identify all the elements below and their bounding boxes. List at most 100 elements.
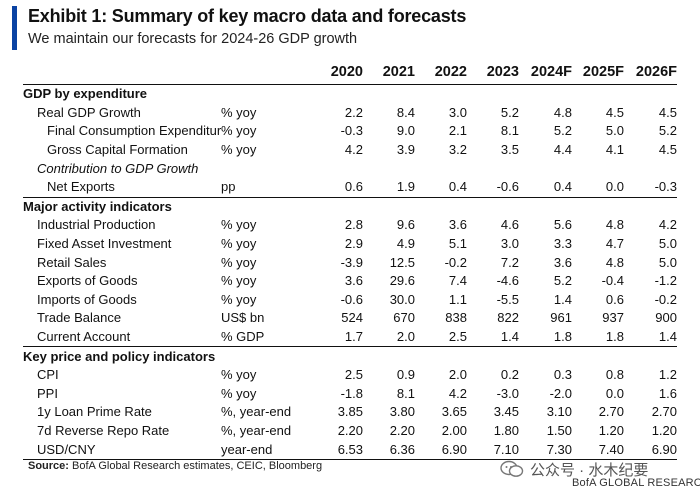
col-header: 2026F: [624, 62, 677, 85]
data-cell: 1.4: [553, 291, 572, 307]
data-cell: -1.8: [340, 385, 363, 401]
data-cell: 7.4: [448, 273, 467, 289]
table-row: Exports of Goods % yoy 3.6 29.6 7.4 -4.6 5.2 -0…: [23, 272, 677, 291]
row-unit: % yoy: [221, 385, 257, 401]
row-unit: % yoy: [221, 273, 257, 289]
data-cell: 8.4: [396, 104, 415, 120]
row-unit: %, year-end: [221, 404, 292, 420]
data-cell: 1.4: [658, 329, 677, 345]
row-unit: % yoy: [221, 142, 257, 158]
data-cell: 524: [341, 310, 363, 326]
data-cell: 4.9: [396, 236, 415, 252]
data-cell: 0.8: [605, 367, 624, 383]
exhibit-title: Exhibit 1: Summary of key macro data and…: [28, 6, 467, 26]
section-header-row: Key price and policy indicators: [23, 346, 677, 366]
data-cell: 1.50: [546, 422, 572, 438]
table-row: Industrial Production % yoy 2.8 9.6 3.6 4.6 5.…: [23, 216, 677, 235]
table-row: Contribution to GDP Growth: [23, 159, 677, 178]
data-cell: 3.0: [448, 104, 467, 120]
data-cell: [624, 159, 677, 178]
data-cell: 2.5: [448, 329, 467, 345]
row-label: Trade Balance: [37, 310, 122, 326]
data-cell: -0.6: [340, 291, 363, 307]
data-cell: [313, 159, 363, 178]
data-cell: 2.70: [651, 404, 677, 420]
row-label: Exports of Goods: [37, 273, 138, 289]
data-cell: 9.6: [396, 217, 415, 233]
data-cell: 1.20: [651, 422, 677, 438]
data-cell: -3.9: [340, 254, 363, 270]
data-cell: 4.8: [553, 104, 572, 120]
data-cell: 4.1: [605, 142, 624, 158]
data-cell: 6.53: [313, 440, 363, 460]
row-unit: [221, 159, 313, 178]
data-cell: 4.6: [500, 217, 519, 233]
data-cell: 1.4: [500, 329, 519, 345]
data-cell: -0.6: [496, 179, 519, 195]
data-cell: 937: [602, 310, 624, 326]
data-cell: 1.8: [605, 329, 624, 345]
data-cell: 9.0: [396, 123, 415, 139]
data-cell: [363, 159, 415, 178]
data-cell: -0.3: [654, 179, 677, 195]
data-cell: 900: [655, 310, 677, 326]
col-header: 2024F: [519, 62, 572, 85]
data-cell: -5.5: [496, 291, 519, 307]
table-row: 7d Reverse Repo Rate %, year-end 2.20 2.20 2…: [23, 422, 677, 441]
data-cell: -0.2: [654, 291, 677, 307]
table-row: USD/CNY year-end 6.53 6.36 6.90 7.10 7.30 7.40 6…: [23, 440, 677, 460]
data-cell: 1.9: [396, 179, 415, 195]
row-label: Net Exports: [47, 179, 115, 195]
data-cell: 0.3: [553, 367, 572, 383]
data-cell: 961: [550, 310, 572, 326]
table-row: 1y Loan Prime Rate %, year-end 3.85 3.80 3.6…: [23, 403, 677, 422]
data-cell: 4.8: [605, 254, 624, 270]
data-cell: [572, 159, 624, 178]
row-unit: % GDP: [221, 329, 265, 345]
data-cell: 7.40: [572, 440, 624, 460]
source-label: Source:: [28, 460, 69, 472]
data-cell: 3.6: [553, 254, 572, 270]
data-cell: 1.7: [344, 329, 363, 345]
table-row: Real GDP Growth % yoy 2.2 8.4 3.0 5.2 4.8 4.5 4.…: [23, 104, 677, 123]
exhibit-subtitle: We maintain our forecasts for 2024-26 GD…: [28, 31, 358, 47]
data-cell: 822: [497, 310, 519, 326]
row-label: Fixed Asset Investment: [37, 236, 172, 252]
table-row: Net Exports pp 0.6 1.9 0.4 -0.6 0.4 0.0 -0.3: [23, 178, 677, 197]
data-cell: -4.6: [496, 273, 519, 289]
row-label: Industrial Production: [37, 217, 156, 233]
data-cell: -2.0: [549, 385, 572, 401]
data-cell: 3.80: [389, 404, 415, 420]
data-cell: 5.0: [605, 123, 624, 139]
row-unit: % yoy: [221, 236, 257, 252]
table-row: CPI % yoy 2.5 0.9 2.0 0.2 0.3 0.8 1.2: [23, 366, 677, 385]
data-cell: 3.2: [448, 142, 467, 158]
data-cell: 0.9: [396, 367, 415, 383]
data-cell: 2.5: [344, 367, 363, 383]
section-title: Key price and policy indicators: [23, 346, 677, 366]
data-cell: 4.5: [658, 104, 677, 120]
data-cell: 5.2: [658, 123, 677, 139]
data-cell: 6.90: [415, 440, 467, 460]
source-text: BofA Global Research estimates, CEIC, Bl…: [68, 460, 323, 472]
row-unit: % yoy: [221, 367, 257, 383]
data-cell: 4.5: [605, 104, 624, 120]
data-cell: 1.8: [553, 329, 572, 345]
data-cell: 4.8: [605, 217, 624, 233]
data-cell: 0.0: [605, 179, 624, 195]
row-unit: % yoy: [221, 123, 257, 139]
data-cell: 3.0: [500, 236, 519, 252]
data-cell: -0.3: [340, 123, 363, 139]
data-cell: 3.5: [500, 142, 519, 158]
col-header: 2023: [467, 62, 519, 85]
row-unit: year-end: [221, 440, 313, 460]
data-cell: 5.1: [448, 236, 467, 252]
row-label: USD/CNY: [23, 440, 221, 460]
macro-data-table: 2020 2021 2022 2023 2024F 2025F 2026F GD…: [23, 62, 677, 460]
data-cell: 5.2: [500, 104, 519, 120]
row-label: Gross Capital Formation: [47, 142, 188, 158]
watermark-brand: BofA GLOBAL RESEARCH: [572, 477, 700, 489]
data-cell: 0.6: [605, 291, 624, 307]
wechat-icon: [500, 460, 524, 477]
data-cell: 1.6: [658, 385, 677, 401]
